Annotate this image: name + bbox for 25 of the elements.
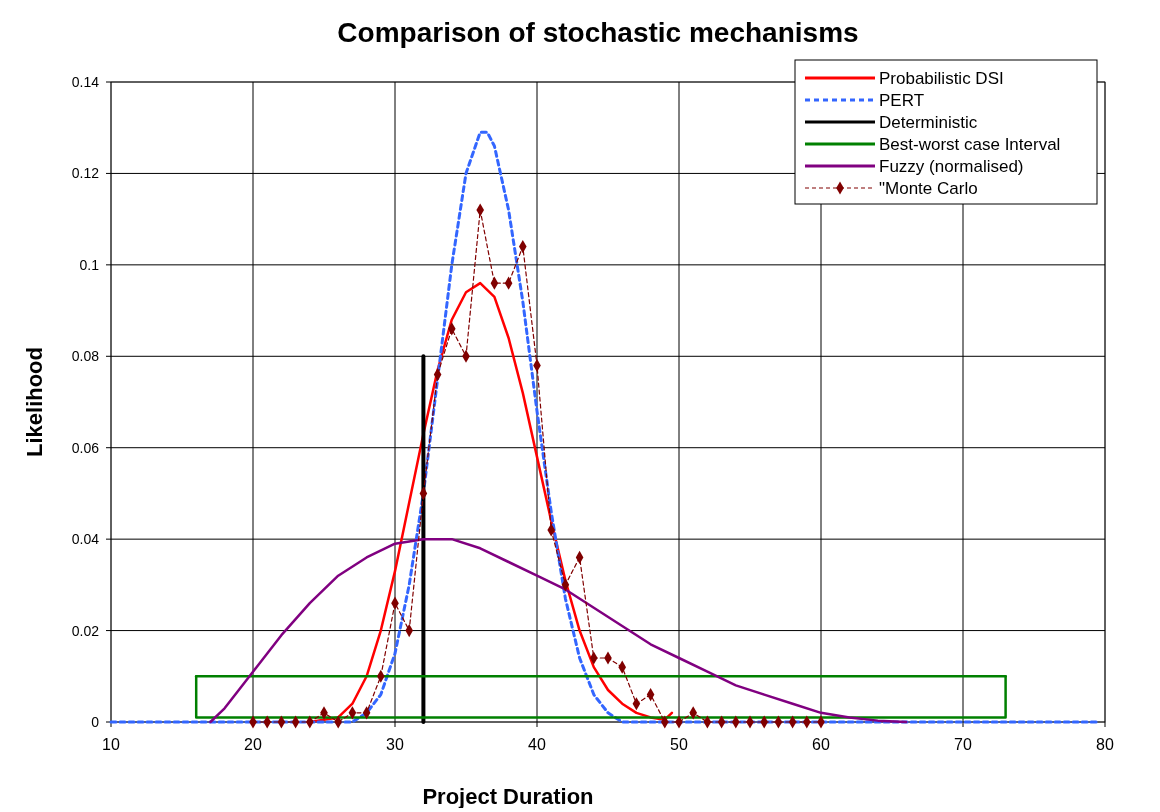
legend-label: Deterministic bbox=[879, 113, 978, 132]
legend-label: "Monte Carlo bbox=[879, 179, 978, 198]
legend-label: Best-worst case Interval bbox=[879, 135, 1061, 154]
legend-label: Probabilistic DSI bbox=[879, 69, 1004, 88]
chart-title: Comparison of stochastic mechanisms bbox=[337, 17, 859, 48]
x-tick-label: 80 bbox=[1096, 736, 1114, 753]
x-tick-label: 40 bbox=[528, 736, 546, 753]
y-tick-label: 0.14 bbox=[71, 74, 100, 90]
x-axis-title: Project Duration bbox=[422, 784, 594, 809]
y-tick-label: 0 bbox=[91, 714, 100, 730]
y-axis-title: Likelihood bbox=[22, 347, 47, 457]
x-tick-label: 20 bbox=[244, 736, 262, 753]
y-tick-label: 0.06 bbox=[71, 439, 100, 456]
x-tick-label: 30 bbox=[386, 736, 404, 753]
y-tick-label: 0.08 bbox=[71, 348, 100, 365]
y-tick-label: 0.12 bbox=[71, 165, 100, 182]
y-tick-label: 0.02 bbox=[71, 622, 100, 639]
y-tick-label: 0.04 bbox=[71, 531, 100, 548]
x-tick-label: 70 bbox=[954, 736, 972, 753]
x-tick-label: 60 bbox=[812, 736, 830, 753]
x-tick-label: 50 bbox=[670, 736, 688, 753]
y-tick-label: 0.1 bbox=[79, 256, 100, 273]
legend-label: PERT bbox=[879, 91, 925, 110]
legend-label: Fuzzy (normalised) bbox=[879, 157, 1024, 176]
x-tick-label: 10 bbox=[102, 736, 120, 753]
